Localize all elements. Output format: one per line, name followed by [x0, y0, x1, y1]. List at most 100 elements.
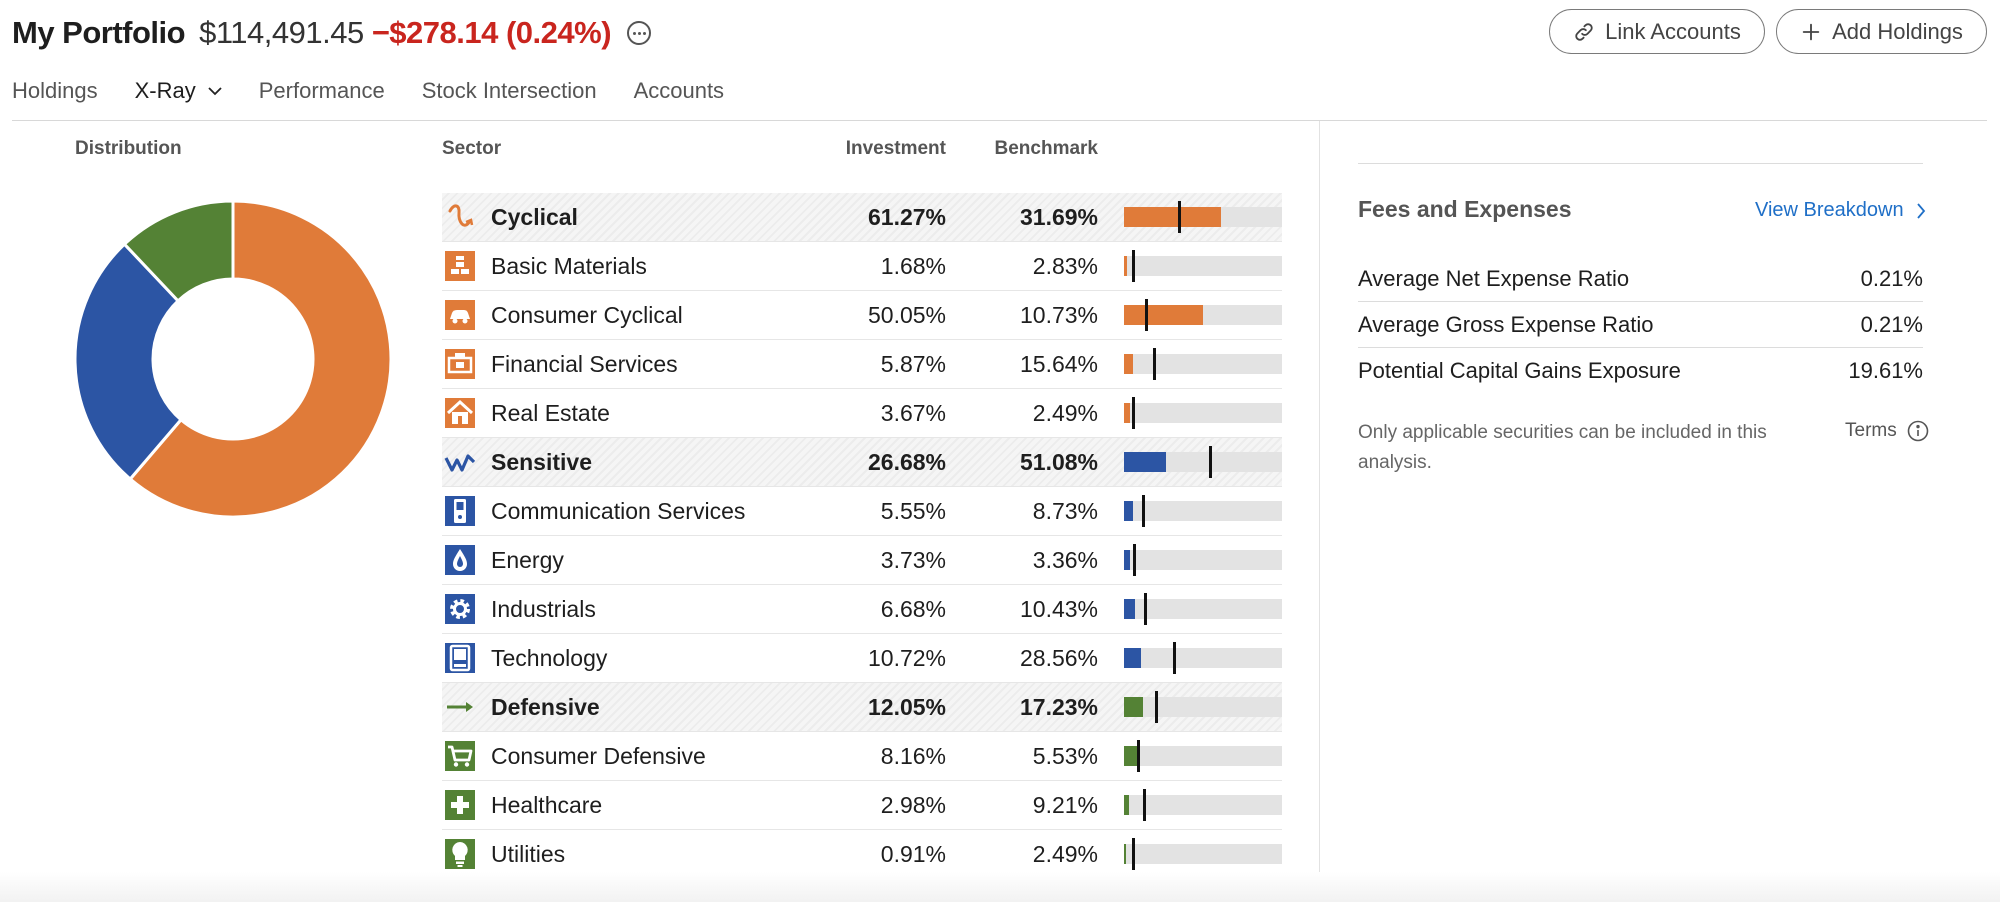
fee-label: Average Gross Expense Ratio	[1358, 311, 1654, 337]
donut-slice-cyclical[interactable]	[128, 200, 392, 518]
sector-row-cyclical: Cyclical 61.27% 31.69%	[442, 193, 1282, 242]
investment-value: 0.91%	[880, 840, 946, 867]
benchmark-marker	[1141, 495, 1145, 527]
benchmark-marker	[1173, 642, 1177, 674]
sector-column-header: Sector	[442, 138, 502, 159]
chevron-right-icon	[1916, 202, 1925, 219]
benchmark-value: 10.43%	[1019, 595, 1098, 622]
sector-row-utilities: Utilities 0.91% 2.49%	[442, 830, 1282, 879]
tabs-divider	[12, 120, 1987, 121]
allocation-bar	[1124, 201, 1282, 233]
benchmark-marker	[1144, 593, 1148, 625]
benchmark-value: 10.73%	[1019, 301, 1098, 328]
portfolio-value: $114,491.45	[199, 15, 364, 50]
terms-link[interactable]: Terms	[1845, 420, 1929, 442]
allocation-bar	[1124, 789, 1282, 821]
sector-row-financial-services: Financial Services 5.87% 15.64%	[442, 340, 1282, 389]
benchmark-marker	[1208, 446, 1212, 478]
fee-value: 0.21%	[1860, 265, 1923, 291]
link-icon	[1575, 22, 1593, 41]
sector-row-defensive: Defensive 12.05% 17.23%	[442, 683, 1282, 732]
fees-title: Fees and Expenses	[1358, 196, 1572, 222]
sector-row-healthcare: Healthcare 2.98% 9.21%	[442, 781, 1282, 830]
investment-value: 2.98%	[880, 791, 946, 818]
sector-name: Industrials	[491, 595, 596, 622]
benchmark-value: 2.49%	[1032, 840, 1098, 867]
sector-row-industrials: Industrials 6.68% 10.43%	[442, 585, 1282, 634]
view-breakdown-link[interactable]: View Breakdown	[1755, 199, 1926, 222]
communication-services-icon	[444, 495, 476, 527]
more-options-icon[interactable]	[627, 21, 652, 45]
benchmark-value: 17.23%	[1019, 693, 1098, 720]
investment-value: 10.72%	[867, 644, 946, 671]
investment-value: 6.68%	[880, 595, 946, 622]
add-holdings-button[interactable]: Add Holdings	[1776, 9, 1987, 54]
basic-materials-icon	[444, 250, 476, 282]
tab-xray[interactable]: X-Ray	[135, 78, 222, 104]
sector-name: Utilities	[491, 840, 566, 867]
sector-name: Real Estate	[491, 399, 610, 426]
investment-value: 5.87%	[880, 350, 946, 377]
investment-bar-fill	[1124, 697, 1144, 717]
benchmark-value: 3.36%	[1032, 546, 1098, 573]
benchmark-value: 15.64%	[1019, 350, 1098, 377]
sector-name: Consumer Defensive	[491, 742, 706, 769]
tab-stock-intersection[interactable]: Stock Intersection	[421, 78, 597, 103]
financial-services-icon	[444, 348, 476, 380]
investment-value: 61.27%	[867, 203, 946, 230]
benchmark-marker	[1131, 397, 1135, 429]
allocation-bar	[1124, 642, 1282, 674]
tab-performance[interactable]: Performance	[258, 78, 385, 103]
utilities-icon	[444, 838, 476, 870]
sector-name: Healthcare	[491, 791, 603, 818]
plus-icon	[1802, 23, 1820, 40]
benchmark-value: 51.08%	[1019, 448, 1098, 475]
sensitive-icon	[444, 446, 476, 478]
page-title: My Portfolio	[12, 15, 186, 50]
investment-bar-fill	[1124, 256, 1127, 276]
benchmark-value: 28.56%	[1019, 644, 1098, 671]
allocation-bar	[1124, 299, 1282, 331]
benchmark-marker	[1144, 299, 1148, 331]
allocation-bar	[1124, 250, 1282, 282]
portfolio-header: My Portfolio $114,491.45 −$278.14 (0.24%…	[12, 10, 652, 56]
tab-accounts[interactable]: Accounts	[633, 78, 725, 103]
fee-row: Average Net Expense Ratio 0.21%	[1358, 256, 1923, 302]
benchmark-marker	[1132, 250, 1136, 282]
fee-row: Average Gross Expense Ratio 0.21%	[1358, 302, 1923, 348]
sector-name: Energy	[491, 546, 564, 573]
benchmark-marker	[1178, 201, 1182, 233]
bottom-fade	[0, 872, 2000, 902]
investment-value: 5.55%	[880, 497, 946, 524]
benchmark-column-header: Benchmark	[994, 138, 1099, 159]
link-accounts-label: Link Accounts	[1605, 18, 1741, 44]
allocation-bar	[1124, 740, 1282, 772]
distribution-donut-chart	[74, 200, 392, 518]
consumer-defensive-icon	[444, 740, 476, 772]
add-holdings-label: Add Holdings	[1832, 18, 1963, 44]
allocation-bar	[1124, 348, 1282, 380]
sector-row-sensitive: Sensitive 26.68% 51.08%	[442, 438, 1282, 487]
sector-name: Cyclical	[491, 203, 578, 230]
sector-row-communication-services: Communication Services 5.55% 8.73%	[442, 487, 1282, 536]
investment-value: 12.05%	[867, 693, 946, 720]
investment-bar-fill	[1124, 452, 1167, 472]
allocation-bar	[1124, 544, 1282, 576]
benchmark-marker	[1133, 544, 1137, 576]
donut-slice-defensive[interactable]	[122, 200, 235, 303]
technology-icon	[444, 642, 476, 674]
industrials-icon	[444, 593, 476, 625]
benchmark-marker	[1152, 348, 1156, 380]
link-accounts-button[interactable]: Link Accounts	[1549, 9, 1765, 54]
sector-name: Technology	[491, 644, 608, 671]
investment-value: 1.68%	[880, 252, 946, 279]
fee-label: Potential Capital Gains Exposure	[1358, 358, 1681, 383]
donut-slice-sensitive[interactable]	[74, 242, 184, 482]
sector-row-consumer-cyclical: Consumer Cyclical 50.05% 10.73%	[442, 291, 1282, 340]
tab-holdings[interactable]: Holdings	[12, 78, 98, 103]
fees-note: Only applicable securities can be includ…	[1358, 422, 1767, 473]
allocation-bar	[1124, 593, 1282, 625]
sector-name: Communication Services	[491, 497, 746, 524]
benchmark-value: 9.21%	[1032, 791, 1098, 818]
sector-name: Financial Services	[491, 350, 678, 377]
